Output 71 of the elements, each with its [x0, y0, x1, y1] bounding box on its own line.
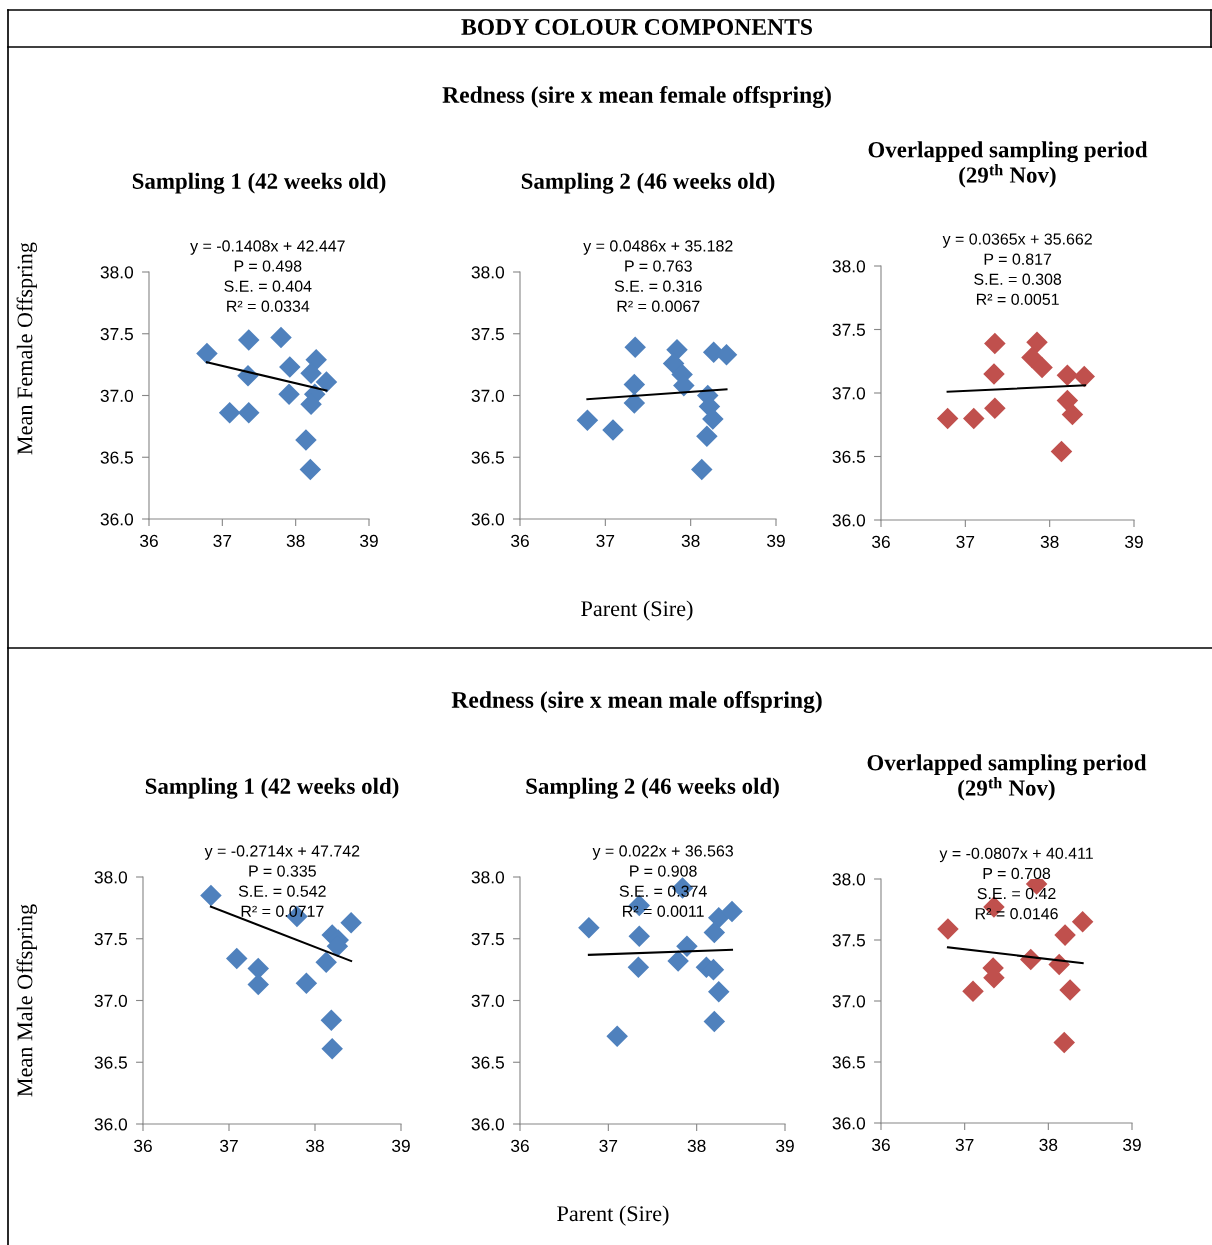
y-tick-label: 36.5 [832, 450, 865, 463]
y-tick-label: 37.5 [100, 327, 133, 341]
chart-title: Sampling 2 (46 weeks old) [526, 777, 779, 799]
y-tick-label: 36.0 [471, 513, 505, 526]
chart-title: Overlapped sampling period (29$^{th}$ Nov) [867, 754, 1147, 801]
annotation: y = -0.1408x + 42.447 P = 0.498 S.E. = 0.404 R² = 0.0334 [190, 240, 345, 312]
y-tick-label: 36.5 [832, 1056, 865, 1069]
y-tick-label: 36.0 [471, 1118, 505, 1131]
x-tick-label: 37 [213, 534, 232, 548]
chart-title: Overlapped sampling period (29$^{th}$ Nov) [868, 141, 1148, 188]
y-tick-label: 36.5 [100, 451, 133, 464]
y-tick-label: 36.5 [94, 1056, 127, 1069]
x-tick-label: 39 [1123, 1138, 1141, 1152]
x-tick-label: 38 [1040, 535, 1059, 549]
x-tick-label: 39 [360, 534, 378, 548]
y-tick-label: 38.0 [832, 260, 866, 273]
x-tick-label: 36 [511, 1139, 529, 1153]
chart-title: Sampling 1 (42 weeks old) [145, 777, 399, 799]
y-tick-label: 38.0 [100, 266, 134, 279]
annotation: y = -0.0807x + 40.411 P = 0.708 S.E. = 0.42 R² = 0.0146 [939, 847, 1093, 920]
x-tick-label: 37 [955, 1138, 974, 1152]
y-tick-label: 37.0 [832, 387, 866, 400]
y-tick-label: 37.5 [832, 323, 865, 336]
x-tick-label: 39 [776, 1139, 794, 1153]
x-tick-label: 37 [956, 535, 975, 549]
y-tick-label: 37.0 [94, 994, 128, 1007]
text: Redness (sire x mean female offspring) [442, 86, 831, 108]
x-tick-label: 36 [872, 535, 890, 549]
x-axis-title: Parent (Sire) [557, 1205, 669, 1226]
text: BODY COLOUR COMPONENTS [461, 19, 812, 35]
x-tick-label: 37 [599, 1139, 618, 1153]
y-axis-title: Mean Male Offspring [16, 904, 37, 1097]
y-tick-label: 36.0 [832, 1117, 866, 1130]
y-axis-title: Mean Female Offspring [16, 242, 37, 455]
y-tick-label: 38.0 [832, 873, 866, 886]
annotation: y = 0.0365x + 35.662 P = 0.817 S.E. = 0.308 R² = 0.0051 [942, 233, 1092, 306]
y-tick-label: 37.5 [471, 932, 504, 946]
y-tick-label: 37.5 [94, 932, 127, 946]
chart-title: Sampling 1 (42 weeks old) [132, 172, 386, 194]
y-tick-label: 38.0 [471, 871, 505, 884]
y-tick-label: 38.0 [471, 266, 505, 279]
x-tick-label: 36 [511, 534, 529, 548]
x-tick-label: 38 [687, 1139, 706, 1153]
y-tick-label: 36.0 [94, 1118, 128, 1131]
x-tick-label: 37 [596, 534, 615, 548]
y-tick-label: 37.5 [471, 327, 504, 341]
x-axis-title: Parent (Sire) [581, 600, 693, 621]
y-tick-label: 37.0 [832, 995, 866, 1008]
x-tick-label: 39 [1125, 535, 1143, 549]
x-tick-label: 39 [767, 534, 785, 548]
chart-title: Sampling 2 (46 weeks old) [521, 172, 775, 194]
x-tick-label: 37 [220, 1139, 238, 1153]
y-tick-label: 36.5 [471, 1056, 504, 1069]
x-tick-label: 38 [286, 534, 305, 548]
y-tick-label: 36.0 [100, 513, 134, 526]
y-tick-label: 37.0 [471, 389, 505, 402]
annotation: y = 0.0486x + 35.182 P = 0.763 S.E. = 0.316 R² = 0.0067 [583, 240, 733, 312]
text: Redness (sire x mean male offspring) [451, 691, 822, 713]
x-tick-label: 36 [872, 1138, 890, 1152]
x-tick-label: 38 [1039, 1138, 1058, 1152]
y-tick-label: 36.5 [471, 451, 504, 464]
y-tick-label: 36.0 [832, 514, 866, 527]
x-tick-label: 38 [306, 1139, 324, 1153]
x-tick-label: 39 [392, 1139, 410, 1153]
x-tick-label: 36 [140, 534, 158, 548]
y-tick-label: 37.0 [100, 389, 134, 402]
y-tick-label: 37.0 [471, 994, 505, 1007]
y-tick-label: 37.5 [832, 934, 865, 947]
y-tick-label: 38.0 [94, 871, 128, 884]
x-tick-label: 36 [134, 1139, 152, 1153]
x-tick-label: 38 [681, 534, 700, 548]
